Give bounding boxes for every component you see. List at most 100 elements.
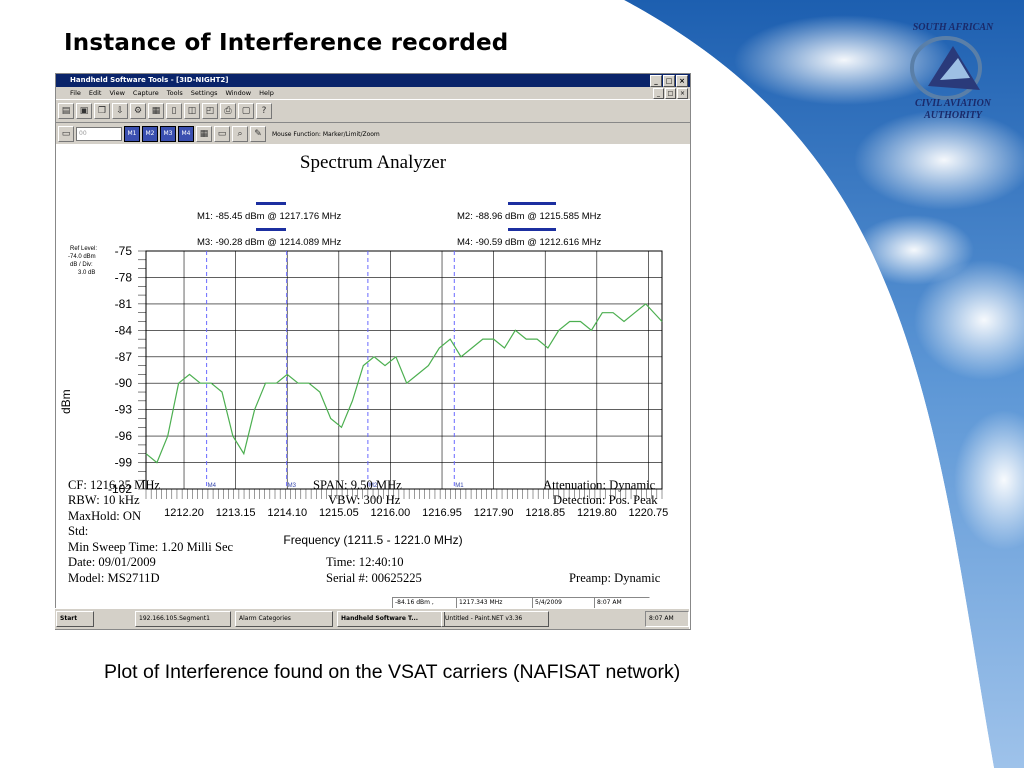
marker-tag: M1 <box>455 483 464 489</box>
blank-icon[interactable]: ▢ <box>238 103 254 119</box>
child-minimize-button[interactable]: _ <box>653 88 664 99</box>
marker-table-icon[interactable]: ▦ <box>196 126 212 142</box>
cf-text: CF: 1216.25 MHz <box>68 478 161 492</box>
menu-file[interactable]: File <box>70 89 81 97</box>
marker-toolbar: ▭ 00 M1 M2 M3 M4 ▦ ▭ ⌕ ✎ Mouse Function:… <box>56 123 690 146</box>
menu-window[interactable]: Window <box>225 89 252 97</box>
maximize-button[interactable]: □ <box>663 75 675 87</box>
help-icon[interactable]: ? <box>256 103 272 119</box>
model-text: Model: MS2711D <box>68 571 160 585</box>
open-icon[interactable]: ▤ <box>58 103 74 119</box>
preamp-text: Preamp: Dynamic <box>569 571 661 585</box>
marker-bar <box>508 202 556 205</box>
menu-capture[interactable]: Capture <box>132 89 159 97</box>
mouse-function-icon[interactable]: ✎ <box>250 126 266 142</box>
y-tick-label: -75 <box>115 244 133 258</box>
y-tick-label: -81 <box>115 297 133 311</box>
slide-title: Instance of Interference recorded <box>64 30 509 56</box>
date-text: Date: 09/01/2009 <box>68 555 156 569</box>
zoom-icon[interactable]: ⌕ <box>232 126 248 142</box>
ref-level-label: Ref Level: <box>70 246 97 252</box>
slide-caption: Plot of Interference found on the VSAT c… <box>104 661 681 683</box>
attenuation-text: Attenuation: Dynamic <box>543 478 656 492</box>
y-tick-label: -102 <box>108 482 132 496</box>
marker-m2-readout: M2: -88.96 dBm @ 1215.585 MHz <box>457 211 602 222</box>
x-tick-label: 1214.10 <box>267 507 307 519</box>
copy-icon[interactable]: ❐ <box>94 103 110 119</box>
x-tick-label: 1217.90 <box>474 507 514 519</box>
marker-m2-button[interactable]: M2 <box>142 126 158 142</box>
capture-icon[interactable]: ⇩ <box>112 103 128 119</box>
menu-help[interactable]: Help <box>259 89 274 97</box>
rbw-text: RBW: 10 kHz <box>68 493 140 507</box>
std-text: Std: <box>68 524 89 538</box>
y-tick-label: -84 <box>115 323 133 337</box>
window-icon[interactable]: ◫ <box>184 103 200 119</box>
marker-bar <box>256 202 286 205</box>
child-maximize-button[interactable]: □ <box>665 88 676 99</box>
settings-icon[interactable]: ⚙ <box>130 103 146 119</box>
value-input[interactable]: 00 <box>76 127 122 141</box>
menu-settings[interactable]: Settings <box>190 89 218 97</box>
y-tick-label: -96 <box>115 429 133 443</box>
y-axis-label: dBm <box>59 389 73 414</box>
marker-tag: M2 <box>369 483 378 489</box>
window-title: Handheld Software Tools - [3ID-NIGHT2] <box>70 76 229 84</box>
menu-edit[interactable]: Edit <box>88 89 102 97</box>
taskbar-item-segment[interactable]: 192.166.105.Segment1 <box>135 611 231 627</box>
y-tick-label: -78 <box>115 270 133 284</box>
calc-icon[interactable]: ▦ <box>148 103 164 119</box>
x-tick-label: 1219.80 <box>577 507 617 519</box>
y-tick-label: -99 <box>115 456 133 470</box>
marker-m4-button[interactable]: M4 <box>178 126 194 142</box>
db-div-label: dB / Div: <box>70 262 93 268</box>
maxhold-text: MaxHold: ON <box>68 509 142 523</box>
y-tick-label: -90 <box>115 376 133 390</box>
limit-icon[interactable]: ▭ <box>214 126 230 142</box>
marker-tag: M3 <box>288 483 297 489</box>
chart-title: Spectrum Analyzer <box>300 152 447 173</box>
vbw-text: VBW: 300 Hz <box>328 493 401 507</box>
taskbar-item-alarm[interactable]: Alarm Categories <box>235 611 333 627</box>
serial-text: Serial #: 00625225 <box>326 571 422 585</box>
save-icon[interactable]: ▣ <box>76 103 92 119</box>
marker-bar <box>256 228 286 231</box>
display-icon[interactable]: ▭ <box>58 126 74 142</box>
span-text: SPAN: 9.50 MHz <box>313 478 402 492</box>
window-titlebar: Handheld Software Tools - [3ID-NIGHT2] _… <box>56 74 690 87</box>
status-bar: -84.16 dBm , 1217.343 MHz 5/4/2009 8:07 … <box>56 596 690 609</box>
db-div-value: 3.0 dB <box>78 270 95 276</box>
cascade-icon[interactable]: ◰ <box>202 103 218 119</box>
menu-bar: File Edit View Capture Tools Settings Wi… <box>56 87 690 99</box>
menu-tools[interactable]: Tools <box>166 89 183 97</box>
close-button[interactable]: × <box>676 75 688 87</box>
logo-text-top: SOUTH AFRICAN <box>912 22 994 33</box>
spectrum-chart: Spectrum Analyzer M1: -85.45 dBm @ 1217.… <box>59 152 668 547</box>
x-tick-label: 1212.20 <box>164 507 204 519</box>
time-text: Time: 12:40:10 <box>326 555 404 569</box>
marker-m3-button[interactable]: M3 <box>160 126 176 142</box>
logo-text-bottom1: CIVIL AVIATION <box>914 98 992 109</box>
menu-view[interactable]: View <box>109 89 125 97</box>
chart-ticks: -75 -78 -81 -84 -87 -90 -93 -96 -99 -102 1212.20 12… <box>108 244 668 519</box>
x-tick-label: 1216.00 <box>371 507 411 519</box>
caa-logo: SOUTH AFRICAN CIVIL AVIATION AUTHORITY <box>898 18 1008 128</box>
main-toolbar: ▤ ▣ ❐ ⇩ ⚙ ▦ ▯ ◫ ◰ ⎙ ▢ ? <box>56 99 690 123</box>
taskbar-item-paint[interactable]: Untitled - Paint.NET v3.36 <box>441 611 549 627</box>
taskbar-item-handheld[interactable]: Handheld Software T... <box>337 611 445 627</box>
chart-grid <box>145 250 663 490</box>
y-tick-label: -87 <box>115 350 133 364</box>
device-icon[interactable]: ▯ <box>166 103 182 119</box>
detection-text: Detection: Pos. Peak <box>553 493 658 507</box>
child-close-button[interactable]: × <box>677 88 688 99</box>
marker-m1-button[interactable]: M1 <box>124 126 140 142</box>
x-axis-label: Frequency (1211.5 - 1221.0 MHz) <box>283 533 462 547</box>
start-button[interactable]: Start <box>56 611 94 627</box>
taskbar-clock: 8:07 AM <box>645 611 689 627</box>
print-icon[interactable]: ⎙ <box>220 103 236 119</box>
minimize-button[interactable]: _ <box>650 75 662 87</box>
marker-tag: M4 <box>208 483 217 489</box>
marker-m1-readout: M1: -85.45 dBm @ 1217.176 MHz <box>197 211 342 222</box>
plot-frame <box>145 250 663 490</box>
x-tick-label: 1215.05 <box>319 507 359 519</box>
